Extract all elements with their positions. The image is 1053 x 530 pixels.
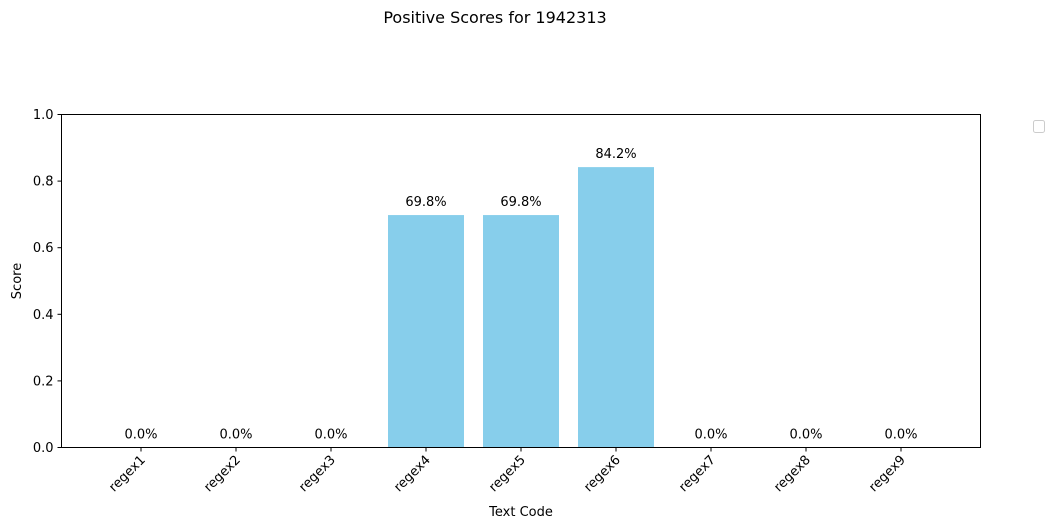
data-label-regex8: 0.0%: [789, 428, 822, 443]
x-tick-label-regex1: regex1: [106, 453, 148, 495]
x-tick-label-regex6: regex6: [581, 453, 623, 495]
x-axis-ticks: regex1 regex2 regex3 regex4 regex5 regex6 rege…: [106, 447, 909, 495]
y-axis-ticks: 0.0 0.2 0.4 0.6 0.8 1.0: [33, 108, 62, 456]
data-label-regex4: 69.8%: [405, 195, 446, 210]
data-label-regex5: 69.8%: [500, 195, 541, 210]
data-label-regex2: 0.0%: [219, 428, 252, 443]
data-label-regex3: 0.0%: [314, 428, 347, 443]
bar-regex5: [483, 215, 559, 448]
y-tick-label-0.4: 0.4: [33, 308, 54, 323]
legend-box: [1033, 120, 1045, 133]
plot-frame: [61, 114, 981, 448]
data-label-regex6: 84.2%: [595, 147, 636, 162]
y-tick-label-0.6: 0.6: [33, 241, 54, 256]
data-label-regex7: 0.0%: [694, 428, 727, 443]
bars-group: [388, 167, 654, 448]
data-label-regex9: 0.0%: [884, 428, 917, 443]
x-tick-label-regex9: regex9: [866, 453, 908, 495]
x-tick-label-regex3: regex3: [296, 453, 338, 495]
x-tick-label-regex5: regex5: [486, 453, 528, 495]
y-axis-title: Score: [10, 263, 25, 299]
data-label-regex1: 0.0%: [124, 428, 157, 443]
y-tick-label-0.2: 0.2: [33, 374, 54, 389]
y-tick-label-0.8: 0.8: [33, 175, 54, 190]
x-axis-title: Text Code: [488, 505, 553, 520]
data-labels-group: 0.0% 0.0% 0.0% 69.8% 69.8% 84.2% 0.0% 0.0% 0.0%: [124, 147, 917, 442]
y-tick-label-0.0: 0.0: [33, 441, 54, 456]
bar-regex4: [388, 215, 464, 448]
chart-title: Positive Scores for 1942313: [383, 8, 606, 27]
bar-regex6: [578, 167, 654, 448]
x-tick-label-regex7: regex7: [676, 453, 718, 495]
x-tick-label-regex4: regex4: [391, 453, 433, 495]
x-tick-label-regex8: regex8: [771, 453, 813, 495]
y-tick-label-1.0: 1.0: [33, 108, 54, 123]
x-tick-label-regex2: regex2: [201, 453, 243, 495]
